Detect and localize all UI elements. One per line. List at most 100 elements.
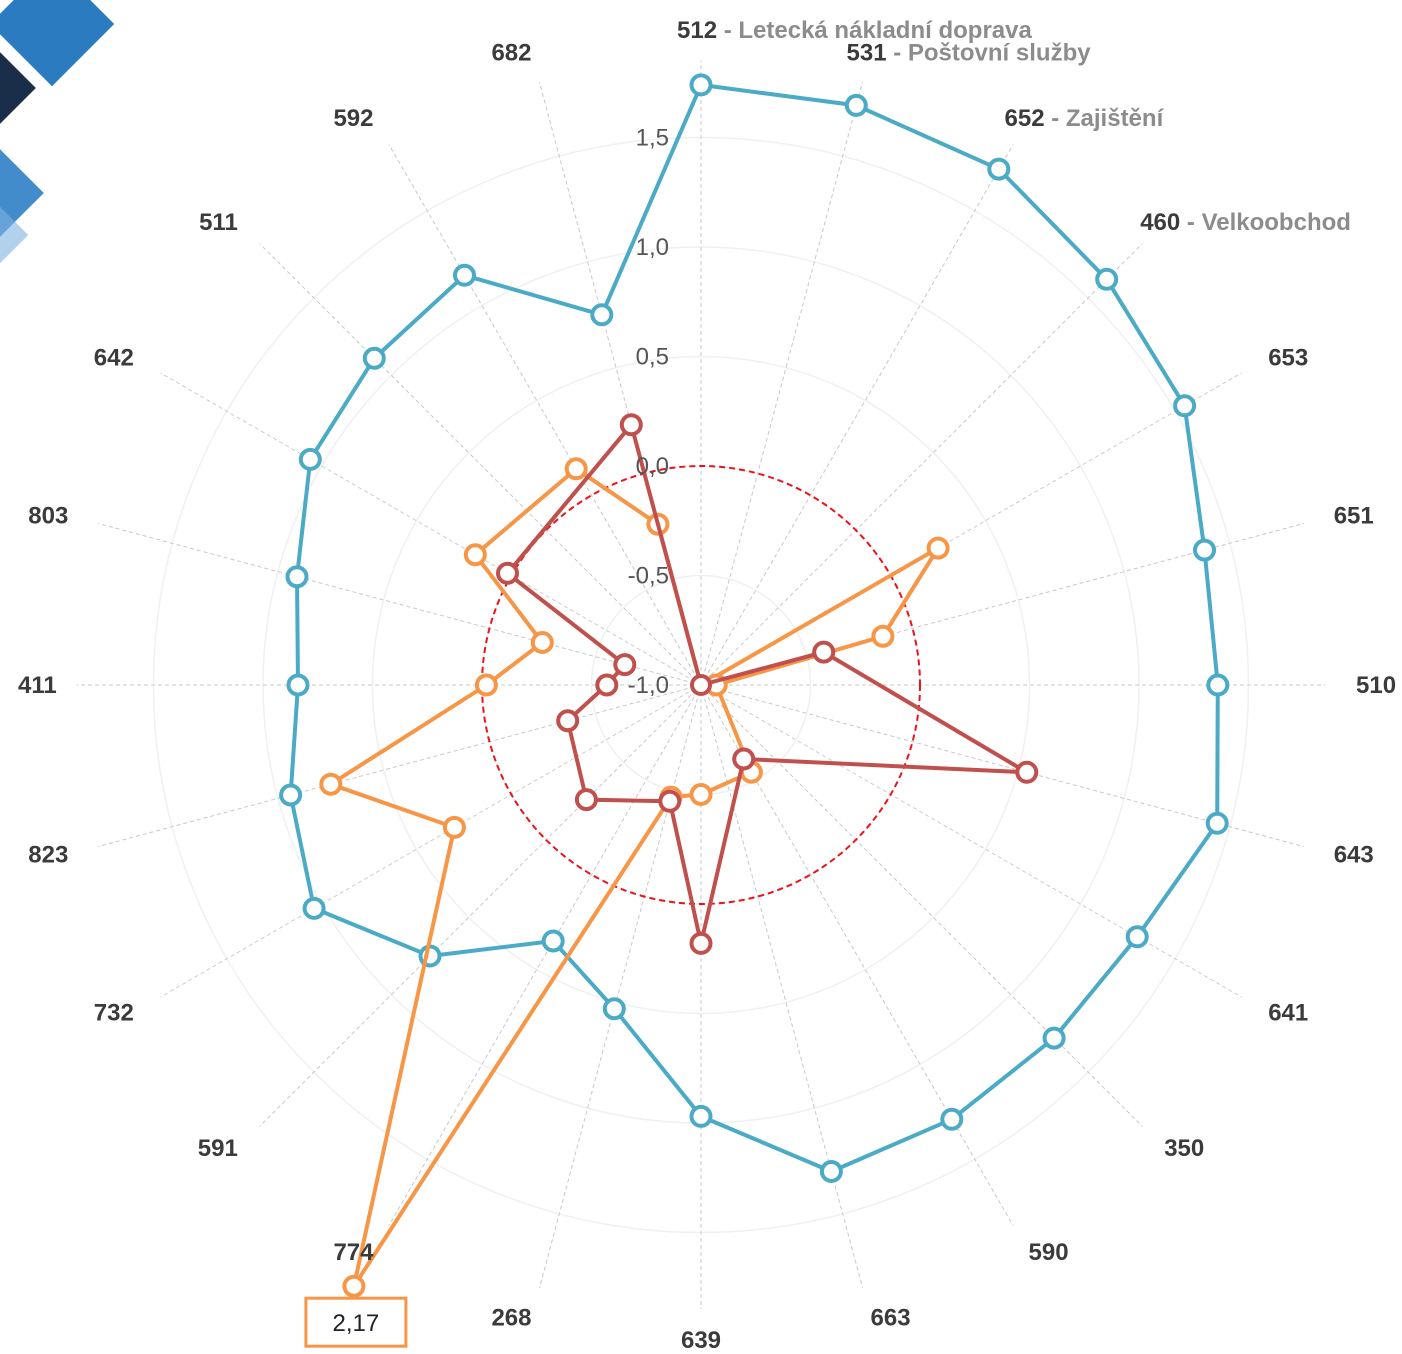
data-point bbox=[286, 673, 310, 697]
category-label-774: 774 bbox=[333, 1239, 374, 1266]
category-description: - Velkoobchod bbox=[1180, 209, 1351, 236]
series-line bbox=[505, 422, 1029, 946]
data-point bbox=[319, 772, 343, 796]
data-point bbox=[871, 624, 895, 648]
data-point bbox=[1095, 267, 1119, 291]
tick-label: 1,5 bbox=[636, 125, 669, 152]
category-label-643: 643 bbox=[1334, 842, 1374, 869]
category-code: 460 bbox=[1140, 209, 1180, 236]
data-point bbox=[595, 673, 619, 697]
category-code: 732 bbox=[94, 1000, 134, 1027]
category-code: 592 bbox=[333, 105, 373, 132]
spoke-line bbox=[700, 81, 864, 686]
data-point bbox=[496, 561, 519, 585]
tick-label: -0,5 bbox=[628, 563, 669, 590]
data-point bbox=[541, 929, 565, 953]
data-point bbox=[590, 303, 614, 327]
tick-label: 0,5 bbox=[636, 344, 669, 371]
data-point bbox=[556, 709, 580, 733]
category-code: 642 bbox=[94, 345, 134, 372]
data-point bbox=[658, 789, 682, 813]
radial-tick-labels: -1,0 -0,5 0,0 0,5 1,0 1,5 bbox=[628, 125, 669, 700]
data-point bbox=[362, 346, 386, 370]
data-point bbox=[732, 747, 756, 771]
category-label-350: 350 bbox=[1164, 1135, 1204, 1162]
tick-label: -1,0 bbox=[628, 672, 669, 699]
data-point bbox=[819, 1160, 843, 1183]
data-point bbox=[1125, 925, 1149, 949]
category-label-512: 512 - Letecká nákladní doprava bbox=[677, 17, 1032, 44]
category-label-460: 460 - Velkoobchod bbox=[1140, 209, 1351, 236]
category-code: 641 bbox=[1268, 1000, 1308, 1027]
data-point bbox=[1205, 811, 1229, 835]
spoke-line bbox=[700, 372, 1242, 686]
spoke-line bbox=[700, 684, 1014, 1226]
data-point bbox=[689, 783, 713, 806]
spoke-line bbox=[700, 243, 1143, 686]
category-label-641: 641 bbox=[1268, 1000, 1308, 1027]
category-code: 510 bbox=[1356, 672, 1396, 699]
data-point bbox=[574, 788, 598, 812]
data-point bbox=[279, 783, 303, 807]
spoke-line bbox=[160, 372, 702, 686]
category-code: 651 bbox=[1334, 503, 1374, 530]
spoke-line bbox=[700, 684, 864, 1289]
spoke-line bbox=[700, 684, 1143, 1127]
category-code: 823 bbox=[28, 842, 68, 869]
data-point bbox=[342, 1274, 366, 1298]
category-label-531: 531 - Poštovní služby bbox=[847, 39, 1092, 66]
tick-label: 0,0 bbox=[636, 453, 669, 480]
tick-label: 1,0 bbox=[636, 234, 669, 261]
category-code: 512 bbox=[677, 17, 717, 44]
data-point bbox=[463, 543, 487, 567]
data-point bbox=[844, 93, 868, 117]
data-point bbox=[1193, 538, 1216, 562]
category-label-652: 652 - Zajištění bbox=[1005, 105, 1165, 132]
data-label: 2,17 bbox=[333, 1310, 380, 1337]
category-label-651: 651 bbox=[1334, 503, 1374, 530]
category-code: 663 bbox=[871, 1305, 911, 1332]
data-point bbox=[926, 536, 950, 560]
spoke-line bbox=[259, 684, 702, 1127]
data-point bbox=[564, 457, 588, 481]
category-label-510: 510 bbox=[1356, 672, 1396, 699]
spoke-line bbox=[388, 684, 702, 1226]
spoke-line bbox=[538, 684, 702, 1289]
annotations: 2,17 bbox=[304, 1296, 408, 1348]
category-label-732: 732 bbox=[94, 1000, 134, 1027]
data-point bbox=[602, 997, 626, 1021]
data-point bbox=[1015, 760, 1039, 784]
category-label-411: 411 bbox=[18, 672, 57, 699]
company-logo bbox=[0, 0, 115, 264]
data-point bbox=[689, 1104, 713, 1128]
series-2 bbox=[496, 413, 1039, 955]
data-point bbox=[442, 815, 466, 839]
spoke-line bbox=[97, 522, 702, 686]
spoke-line bbox=[97, 684, 702, 848]
data-point bbox=[453, 263, 476, 287]
category-label-642: 642 bbox=[94, 345, 134, 372]
data-point bbox=[298, 447, 322, 471]
spoke-line bbox=[388, 144, 702, 686]
category-description: - Poštovní služby bbox=[887, 39, 1092, 66]
data-point bbox=[285, 565, 309, 589]
category-description: - Letecká nákladní doprava bbox=[717, 17, 1032, 44]
category-label-663: 663 bbox=[871, 1305, 911, 1332]
spoke-line bbox=[259, 243, 702, 686]
data-point bbox=[940, 1107, 964, 1131]
category-label-590: 590 bbox=[1029, 1239, 1069, 1266]
data-point bbox=[619, 413, 643, 437]
category-label-511: 511 bbox=[199, 209, 238, 236]
series-line bbox=[328, 466, 941, 1289]
data-point bbox=[1042, 1026, 1066, 1050]
spoke-line bbox=[700, 684, 1305, 848]
zero-reference-circle bbox=[481, 465, 921, 905]
grid-ring bbox=[371, 355, 1031, 1015]
category-code: 511 bbox=[199, 209, 238, 236]
center-point bbox=[690, 674, 712, 696]
category-label-639: 639 bbox=[681, 1327, 721, 1354]
data-point bbox=[302, 896, 326, 920]
spoke-line bbox=[700, 684, 1242, 998]
